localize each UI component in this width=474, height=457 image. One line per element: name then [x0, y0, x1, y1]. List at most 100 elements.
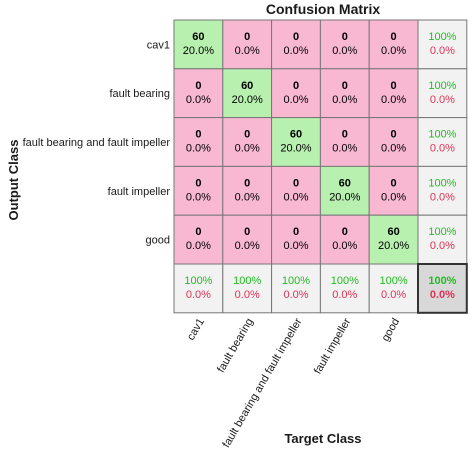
cell-count: 60 [387, 226, 399, 238]
row-summary-cell [417, 117, 468, 167]
summary-correct-percent: 100% [428, 80, 456, 92]
cell-count: 0 [195, 80, 201, 92]
matrix-cell [368, 165, 419, 216]
y-tick-label: fault bearing and fault impeller [23, 137, 171, 149]
summary-error-percent: 0.0% [430, 240, 455, 252]
matrix-grid: 60 20.0% 0 0.0% 0 0.0% 0 0.0% 0 0.0% 100% 0.0% 0 0.0%… [23, 19, 468, 450]
summary-error-percent: 0.0% [430, 94, 455, 106]
summary-error-percent: 0.0% [235, 289, 260, 301]
matrix-cell [222, 19, 273, 70]
summary-correct-percent: 100% [428, 226, 456, 238]
cell-percent: 0.0% [283, 94, 308, 106]
summary-correct-percent: 100% [184, 275, 212, 287]
cell-percent: 0.0% [235, 191, 260, 203]
x-tick-label: good [380, 316, 403, 343]
cell-percent: 0.0% [283, 240, 308, 252]
matrix-cell [319, 68, 370, 119]
cell-count: 0 [244, 129, 250, 141]
column-summary-cell [319, 263, 370, 314]
cell-percent: 0.0% [381, 45, 406, 57]
cell-percent: 0.0% [332, 94, 357, 106]
cell-count: 0 [293, 31, 299, 43]
cell-count: 60 [241, 80, 253, 92]
cell-percent: 20.0% [183, 45, 214, 57]
cell-percent: 20.0% [329, 191, 360, 203]
cell-count: 0 [244, 177, 250, 189]
matrix-cell [368, 117, 419, 167]
cell-percent: 0.0% [332, 143, 357, 155]
cell-percent: 20.0% [232, 94, 263, 106]
summary-error-percent: 0.0% [430, 143, 455, 155]
matrix-cell [319, 214, 370, 265]
summary-error-percent: 0.0% [283, 289, 308, 301]
x-axis-label: Target Class [284, 431, 361, 446]
summary-error-percent: 0.0% [186, 289, 211, 301]
cell-percent: 0.0% [235, 45, 260, 57]
column-summary-cell [173, 263, 224, 314]
cell-percent: 0.0% [235, 143, 260, 155]
cell-percent: 0.0% [381, 94, 406, 106]
y-tick-label: good [146, 235, 170, 247]
cell-count: 60 [290, 129, 302, 141]
matrix-cell [173, 165, 224, 216]
summary-correct-percent: 100% [331, 275, 359, 287]
cell-count: 0 [293, 80, 299, 92]
summary-correct-percent: 100% [428, 275, 456, 287]
cell-count: 0 [391, 80, 397, 92]
summary-error-percent: 0.0% [430, 289, 455, 301]
row-summary-cell [417, 214, 468, 265]
cell-percent: 0.0% [235, 240, 260, 252]
matrix-cell [222, 117, 273, 167]
x-tick-label: fault bearing [215, 316, 256, 374]
summary-error-percent: 0.0% [332, 289, 357, 301]
matrix-cell [319, 165, 370, 216]
cell-count: 0 [293, 226, 299, 238]
matrix-cell [222, 165, 273, 216]
cell-count: 0 [391, 129, 397, 141]
summary-error-percent: 0.0% [430, 191, 455, 203]
summary-correct-percent: 100% [428, 177, 456, 189]
cell-count: 0 [293, 177, 299, 189]
row-summary-cell [417, 68, 468, 119]
cell-count: 60 [192, 31, 204, 43]
matrix-cell [271, 214, 321, 265]
matrix-cell [222, 68, 273, 119]
y-tick-label: fault bearing [109, 88, 170, 100]
cell-percent: 20.0% [378, 240, 409, 252]
column-summary-cell [368, 263, 419, 314]
cell-count: 0 [342, 129, 348, 141]
cell-count: 0 [342, 80, 348, 92]
overall-cell-border [417, 263, 468, 314]
cell-percent: 0.0% [186, 240, 211, 252]
summary-correct-percent: 100% [428, 129, 456, 141]
cell-count: 60 [339, 177, 351, 189]
x-tick-label: cav1 [185, 316, 207, 342]
overall-accuracy-cell [417, 263, 468, 314]
y-tick-label: fault impeller [108, 186, 171, 198]
matrix-cell [271, 19, 321, 70]
cell-percent: 20.0% [280, 143, 311, 155]
cell-count: 0 [195, 177, 201, 189]
matrix-cell [173, 19, 224, 70]
y-tick-label: cav1 [147, 39, 170, 51]
cell-percent: 0.0% [186, 94, 211, 106]
summary-correct-percent: 100% [282, 275, 310, 287]
cell-count: 0 [342, 31, 348, 43]
cell-count: 0 [195, 129, 201, 141]
summary-error-percent: 0.0% [430, 45, 455, 57]
matrix-cell [319, 117, 370, 167]
cell-percent: 0.0% [283, 45, 308, 57]
summary-error-percent: 0.0% [381, 289, 406, 301]
summary-correct-percent: 100% [380, 275, 408, 287]
row-summary-cell [417, 19, 468, 70]
summary-correct-percent: 100% [233, 275, 261, 287]
summary-correct-percent: 100% [428, 31, 456, 43]
cell-count: 0 [391, 31, 397, 43]
y-axis-label: Output Class [6, 140, 21, 221]
cell-count: 0 [244, 226, 250, 238]
cell-percent: 0.0% [186, 191, 211, 203]
cell-percent: 0.0% [381, 143, 406, 155]
x-tick-label: fault impeller [312, 316, 354, 376]
cell-percent: 0.0% [381, 191, 406, 203]
